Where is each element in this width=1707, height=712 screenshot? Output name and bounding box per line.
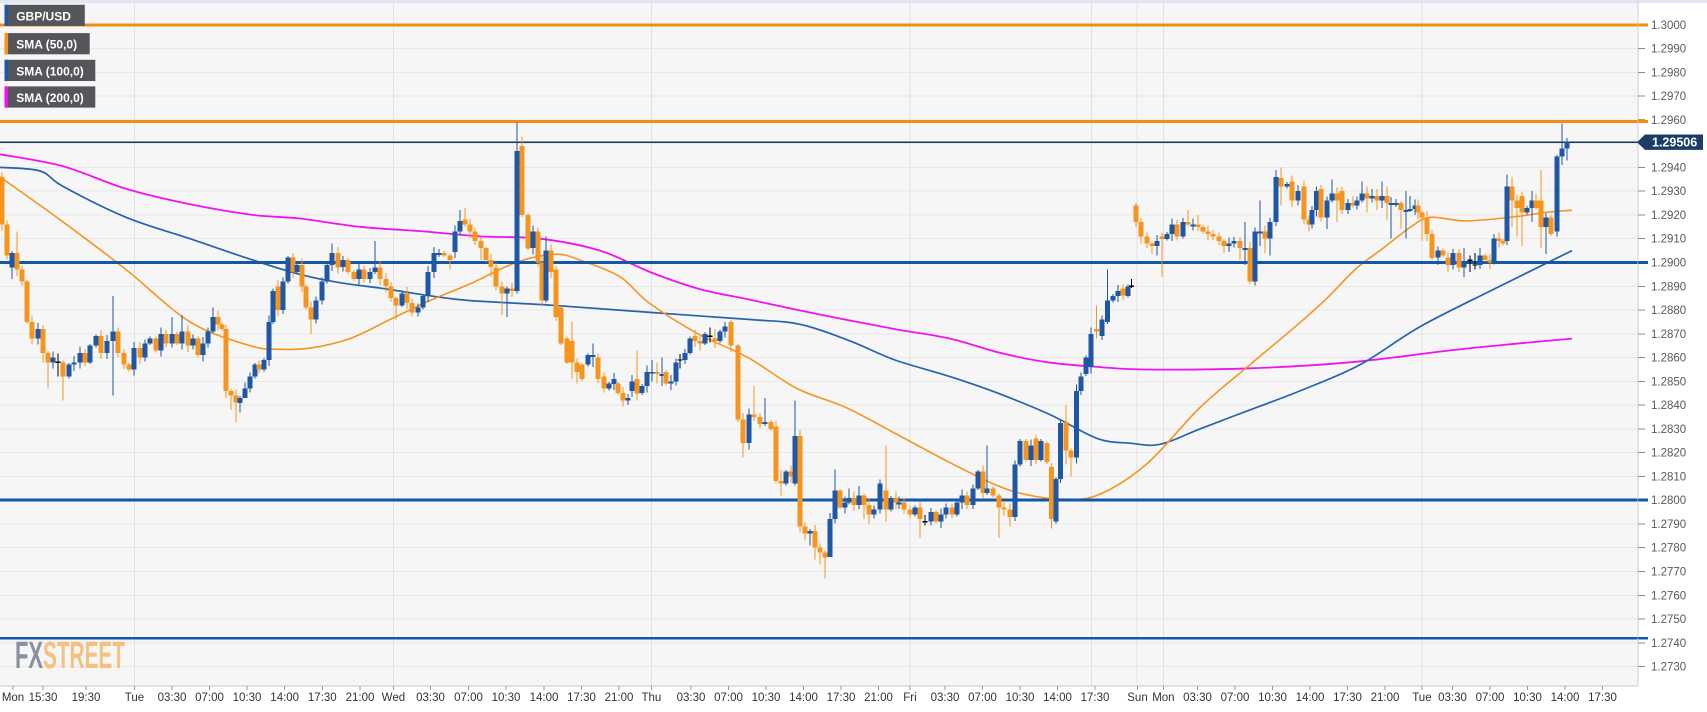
svg-text:03:30: 03:30 <box>158 692 187 704</box>
svg-text:1.2960: 1.2960 <box>1651 115 1686 127</box>
svg-text:07:00: 07:00 <box>454 692 483 704</box>
svg-text:03:30: 03:30 <box>1183 692 1212 704</box>
svg-text:Fri: Fri <box>903 692 916 704</box>
svg-text:10:30: 10:30 <box>752 692 781 704</box>
svg-text:10:30: 10:30 <box>1258 692 1287 704</box>
svg-text:1.2870: 1.2870 <box>1651 329 1686 341</box>
svg-text:21:00: 21:00 <box>864 692 893 704</box>
svg-text:17:30: 17:30 <box>308 692 337 704</box>
svg-text:Mon: Mon <box>1152 692 1174 704</box>
svg-text:15:30: 15:30 <box>29 692 58 704</box>
svg-text:14:00: 14:00 <box>1043 692 1072 704</box>
svg-text:07:00: 07:00 <box>1476 692 1505 704</box>
svg-text:1.2850: 1.2850 <box>1651 376 1686 388</box>
svg-text:14:00: 14:00 <box>1296 692 1325 704</box>
svg-text:1.2730: 1.2730 <box>1651 662 1686 674</box>
svg-text:1.2800: 1.2800 <box>1651 495 1686 507</box>
svg-text:Tue: Tue <box>1412 692 1431 704</box>
svg-text:SMA (100,0): SMA (100,0) <box>16 64 84 78</box>
svg-text:1.2980: 1.2980 <box>1651 67 1686 79</box>
svg-text:17:30: 17:30 <box>1081 692 1110 704</box>
svg-text:1.2790: 1.2790 <box>1651 519 1686 531</box>
svg-text:1.2860: 1.2860 <box>1651 353 1686 365</box>
svg-text:1.2780: 1.2780 <box>1651 543 1686 555</box>
svg-text:10:30: 10:30 <box>1006 692 1035 704</box>
svg-text:1.2970: 1.2970 <box>1651 91 1686 103</box>
svg-text:10:30: 10:30 <box>492 692 521 704</box>
svg-text:SMA (200,0): SMA (200,0) <box>16 91 84 105</box>
svg-text:03:30: 03:30 <box>677 692 706 704</box>
svg-text:1.2910: 1.2910 <box>1651 234 1686 246</box>
svg-text:10:30: 10:30 <box>233 692 262 704</box>
svg-text:1.2830: 1.2830 <box>1651 424 1686 436</box>
svg-text:1.2890: 1.2890 <box>1651 281 1686 293</box>
svg-text:Sun: Sun <box>1127 692 1147 704</box>
svg-text:07:00: 07:00 <box>968 692 997 704</box>
svg-text:14:00: 14:00 <box>270 692 299 704</box>
svg-text:07:00: 07:00 <box>195 692 224 704</box>
svg-text:10:30: 10:30 <box>1513 692 1542 704</box>
svg-text:1.2900: 1.2900 <box>1651 258 1686 270</box>
svg-text:1.2760: 1.2760 <box>1651 590 1686 602</box>
svg-text:1.2740: 1.2740 <box>1651 638 1686 650</box>
svg-text:Tue: Tue <box>125 692 144 704</box>
svg-text:1.2930: 1.2930 <box>1651 186 1686 198</box>
svg-text:Wed: Wed <box>382 692 405 704</box>
svg-text:1.2820: 1.2820 <box>1651 448 1686 460</box>
svg-text:14:00: 14:00 <box>530 692 559 704</box>
svg-text:17:30: 17:30 <box>827 692 856 704</box>
svg-text:1.29506: 1.29506 <box>1652 136 1697 150</box>
svg-text:1.2770: 1.2770 <box>1651 567 1686 579</box>
svg-text:SMA (50,0): SMA (50,0) <box>16 38 77 52</box>
svg-text:1.2920: 1.2920 <box>1651 210 1686 222</box>
svg-text:03:30: 03:30 <box>1438 692 1467 704</box>
svg-text:07:00: 07:00 <box>1221 692 1250 704</box>
svg-text:1.2990: 1.2990 <box>1651 44 1686 56</box>
svg-text:1.2940: 1.2940 <box>1651 162 1686 174</box>
svg-text:1.2750: 1.2750 <box>1651 614 1686 626</box>
svg-text:03:30: 03:30 <box>416 692 445 704</box>
svg-text:14:00: 14:00 <box>789 692 818 704</box>
svg-text:03:30: 03:30 <box>931 692 960 704</box>
svg-text:17:30: 17:30 <box>567 692 596 704</box>
svg-text:Thu: Thu <box>641 692 661 704</box>
svg-text:14:00: 14:00 <box>1551 692 1580 704</box>
svg-text:21:00: 21:00 <box>1371 692 1400 704</box>
svg-text:STREET: STREET <box>43 635 125 677</box>
svg-text:21:00: 21:00 <box>605 692 634 704</box>
svg-text:17:30: 17:30 <box>1588 692 1617 704</box>
svg-text:1.3000: 1.3000 <box>1651 20 1686 32</box>
svg-text:17:30: 17:30 <box>1333 692 1362 704</box>
svg-text:19:30: 19:30 <box>72 692 101 704</box>
svg-text:07:00: 07:00 <box>714 692 743 704</box>
svg-text:21:00: 21:00 <box>346 692 375 704</box>
svg-text:FX: FX <box>15 635 43 677</box>
svg-text:Mon: Mon <box>2 692 24 704</box>
svg-text:1.2880: 1.2880 <box>1651 305 1686 317</box>
svg-text:GBP/USD: GBP/USD <box>16 9 71 23</box>
svg-text:1.2810: 1.2810 <box>1651 471 1686 483</box>
svg-text:1.2840: 1.2840 <box>1651 400 1686 412</box>
